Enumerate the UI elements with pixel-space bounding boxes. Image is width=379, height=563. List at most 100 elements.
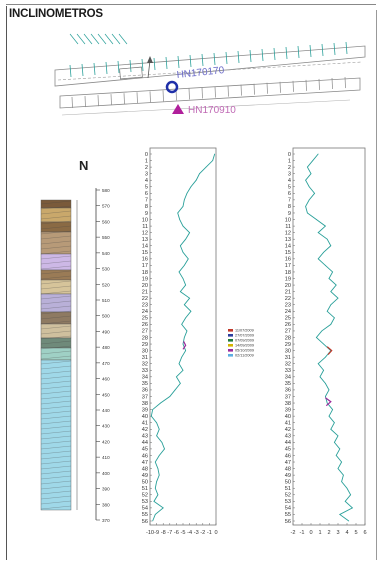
map-hatch-line	[141, 58, 144, 72]
series-point	[339, 448, 341, 450]
legend-swatch	[228, 334, 233, 337]
map-hatch-line	[97, 33, 107, 45]
depth-tick-label: 24	[285, 309, 291, 315]
strat-hatch	[40, 275, 72, 280]
depth-tick-label: 44	[285, 440, 291, 446]
depth-tick-label: 29	[285, 342, 291, 348]
series-point	[321, 330, 323, 332]
series-line-accent	[182, 341, 187, 350]
series-point	[330, 245, 332, 247]
depth-tick-label: 5	[288, 185, 291, 191]
frame-right-border	[376, 10, 377, 560]
depth-tick-label: 8	[288, 204, 291, 210]
strat-hatch	[40, 400, 72, 405]
map-hatch-line	[273, 47, 276, 61]
map-hatch-line	[81, 63, 84, 77]
x-tick-label: 0	[214, 530, 217, 536]
strat-hatch	[40, 505, 72, 510]
chart-right-series	[305, 153, 354, 522]
depth-tick-label: 42	[142, 427, 148, 433]
depth-tick-label: 8	[145, 204, 148, 210]
depth-tick-label: 49	[142, 473, 148, 479]
depth-tick-label: 37	[142, 394, 148, 400]
x-tick-label: -6	[174, 530, 179, 536]
strat-hatch	[40, 250, 72, 255]
strat-hatch	[40, 360, 72, 365]
series-point	[337, 435, 339, 437]
strat-layer	[40, 323, 72, 339]
strat-hatch	[40, 280, 72, 285]
strat-hatch	[40, 420, 72, 425]
depth-tick-label: 51	[142, 486, 148, 492]
depth-tick-label: 41	[142, 420, 148, 426]
depth-tick-label: 4	[145, 178, 148, 184]
map-hatch-line	[83, 33, 93, 45]
series-point	[154, 461, 156, 463]
series-point	[174, 389, 176, 391]
series-point	[212, 160, 214, 161]
depth-tick-label: 20	[285, 283, 291, 289]
series-point	[341, 481, 342, 483]
depth-tick-label: 34	[285, 375, 291, 381]
series-point	[350, 494, 351, 496]
legend-swatch	[228, 354, 233, 357]
series-point	[323, 343, 324, 345]
map-road-centerline	[57, 61, 363, 81]
series-point	[181, 324, 183, 325]
depth-tick-label: 23	[285, 303, 291, 309]
series-point	[183, 199, 185, 201]
x-tick-label: -10	[146, 530, 154, 536]
depth-tick-label: 16	[285, 257, 291, 263]
series-point	[307, 212, 308, 214]
series-point	[176, 376, 177, 378]
series-point	[308, 199, 310, 201]
map-hatch-line	[149, 91, 151, 103]
depth-tick-label: 56	[142, 519, 148, 525]
chart-left: 0123456789101112131415161718192021222324…	[142, 147, 218, 536]
depth-tick-label: 14	[285, 244, 291, 250]
strat-hatch	[40, 450, 72, 455]
depth-tick-label: 17	[142, 263, 148, 269]
depth-tick-label: 21	[285, 289, 291, 295]
series-point	[341, 461, 342, 463]
strat-hatch	[40, 455, 72, 460]
series-point	[319, 376, 321, 378]
strat-hatch	[40, 225, 72, 230]
series-point	[326, 310, 328, 312]
depth-tick-label: 13	[142, 237, 148, 243]
map-hatch-line	[136, 92, 138, 104]
strat-hatch	[40, 235, 72, 240]
map-hatch-line	[162, 90, 164, 102]
depth-tick-label: 11	[142, 224, 148, 230]
series-point	[179, 219, 181, 220]
depth-tick-label: 52	[285, 493, 291, 499]
series-point	[326, 402, 328, 404]
strat-hatch	[40, 385, 72, 390]
x-tick-label: 0	[309, 530, 312, 536]
strat-hatch	[40, 480, 72, 485]
map-hatch-line	[105, 61, 108, 75]
series-point	[189, 232, 190, 233]
legend-swatch	[228, 349, 233, 352]
inclinometer-marker-blue	[165, 80, 179, 94]
series-point	[160, 402, 161, 404]
series-line-accent	[325, 397, 332, 407]
depth-tick-label: 19	[142, 276, 148, 282]
series-point	[214, 153, 216, 155]
map-hatching	[69, 33, 348, 109]
map-hatch-line	[292, 80, 294, 92]
depth-tick-label: 50	[285, 479, 291, 485]
series-point	[316, 337, 317, 338]
series-point	[185, 284, 186, 286]
strat-hatch	[40, 430, 72, 435]
x-tick-label: -8	[161, 530, 166, 536]
map-hatch-line	[201, 87, 203, 99]
map-hatch-line	[110, 94, 112, 106]
depth-tick-label: 17	[285, 263, 291, 269]
strat-hatch	[40, 320, 72, 325]
page-title: INCLINOMETROS	[9, 8, 103, 20]
x-tick-label: 2	[327, 530, 330, 536]
map-hatch-line	[104, 33, 114, 45]
series-point	[154, 487, 156, 489]
